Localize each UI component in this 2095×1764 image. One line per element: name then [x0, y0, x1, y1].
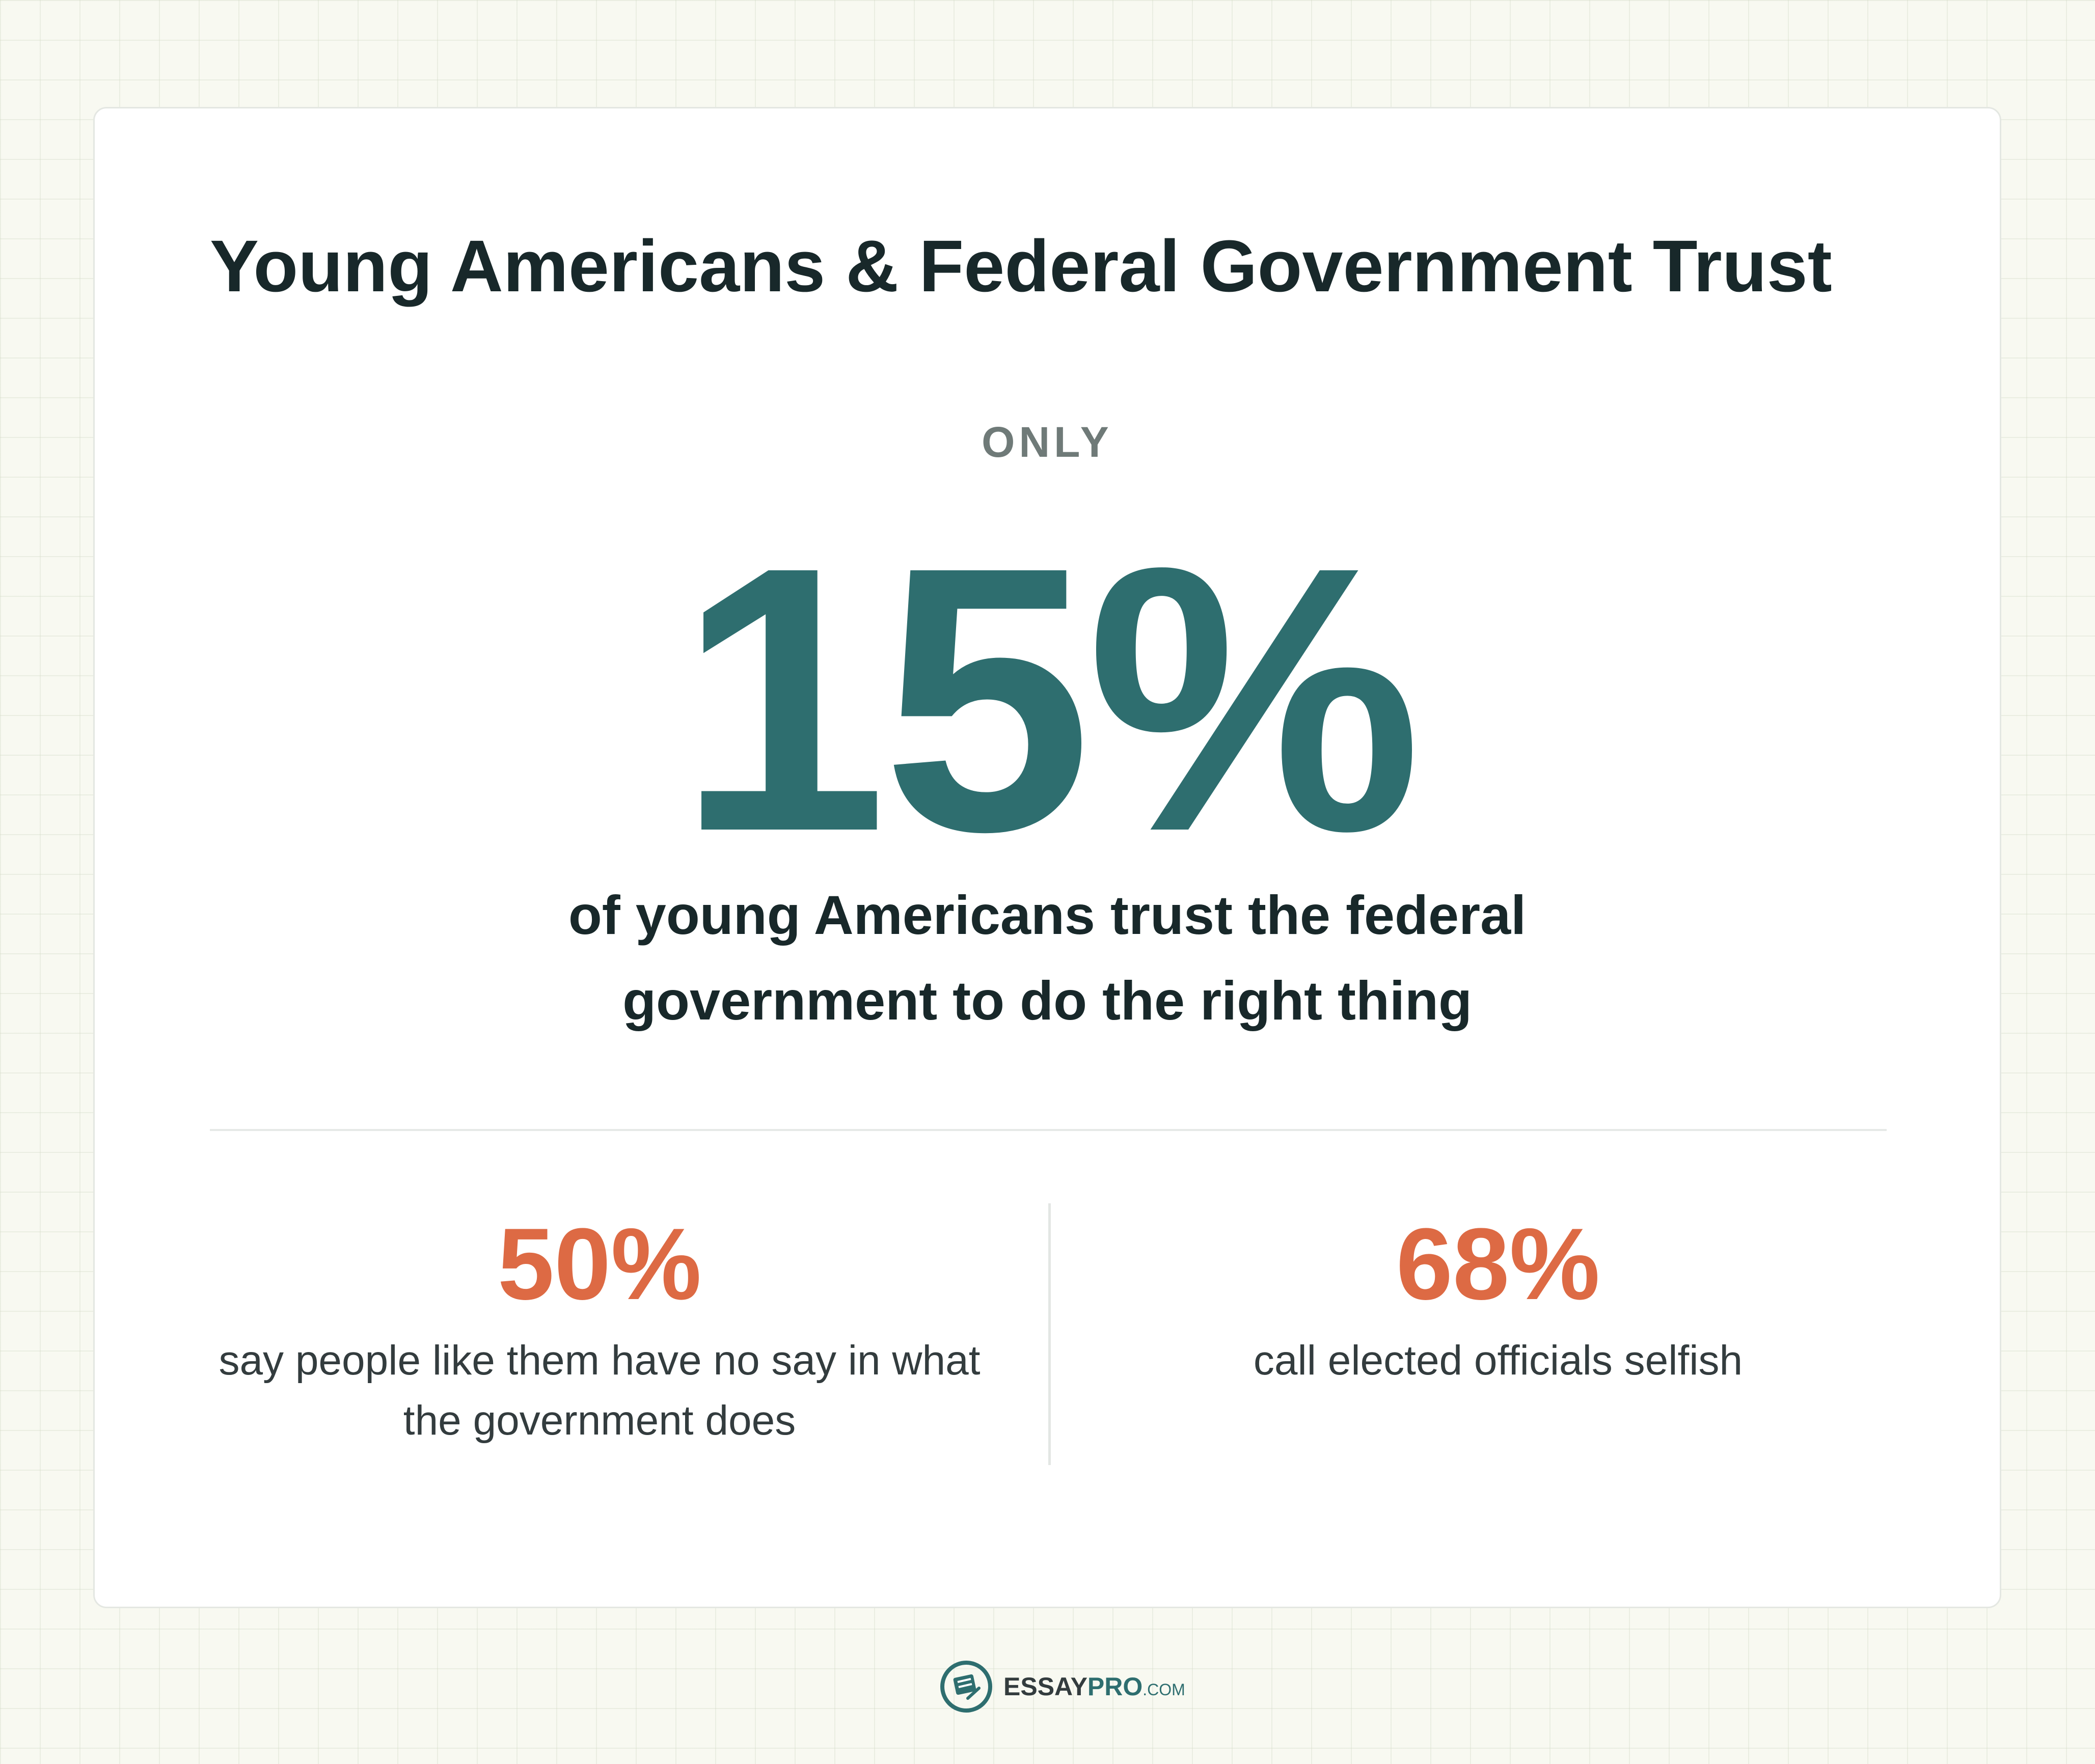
vertical-divider [1048, 1203, 1051, 1465]
essaypro-logo[interactable]: ESSAYPRO.COM [940, 1658, 1185, 1715]
horizontal-divider [210, 1129, 1887, 1131]
logo-wordmark: ESSAYPRO.COM [1003, 1672, 1185, 1701]
headline-value: 15% [677, 488, 1422, 909]
headline-caption: of young Americans trust the federal gov… [95, 872, 2000, 1043]
stat-no-say: 50% say people like them have no say in … [210, 1203, 989, 1451]
stat-caption-line-2: the government does [403, 1397, 796, 1444]
stat-caption-line-1: say people like them have no say in what [219, 1337, 981, 1384]
stat-selfish: 68% call elected officials selfish [1108, 1203, 1888, 1391]
logo-brand-main: ESSAY [1003, 1672, 1087, 1701]
stats-card: Young Americans & Federal Government Tru… [93, 107, 2001, 1608]
headline-prefix: ONLY [982, 418, 1113, 466]
headline-caption-line-2: government to do the right thing [622, 970, 1472, 1031]
stat-value: 50% [497, 1207, 702, 1321]
page-title: Young Americans & Federal Government Tru… [210, 225, 1832, 307]
logo-brand-suffix: .COM [1142, 1680, 1185, 1699]
logo-brand-accent: PRO [1087, 1672, 1143, 1701]
stat-value: 68% [1396, 1207, 1600, 1321]
stat-caption-line-1: call elected officials selfish [1253, 1337, 1743, 1384]
headline-caption-line-1: of young Americans trust the federal [568, 884, 1527, 946]
document-pen-icon [940, 1661, 992, 1713]
